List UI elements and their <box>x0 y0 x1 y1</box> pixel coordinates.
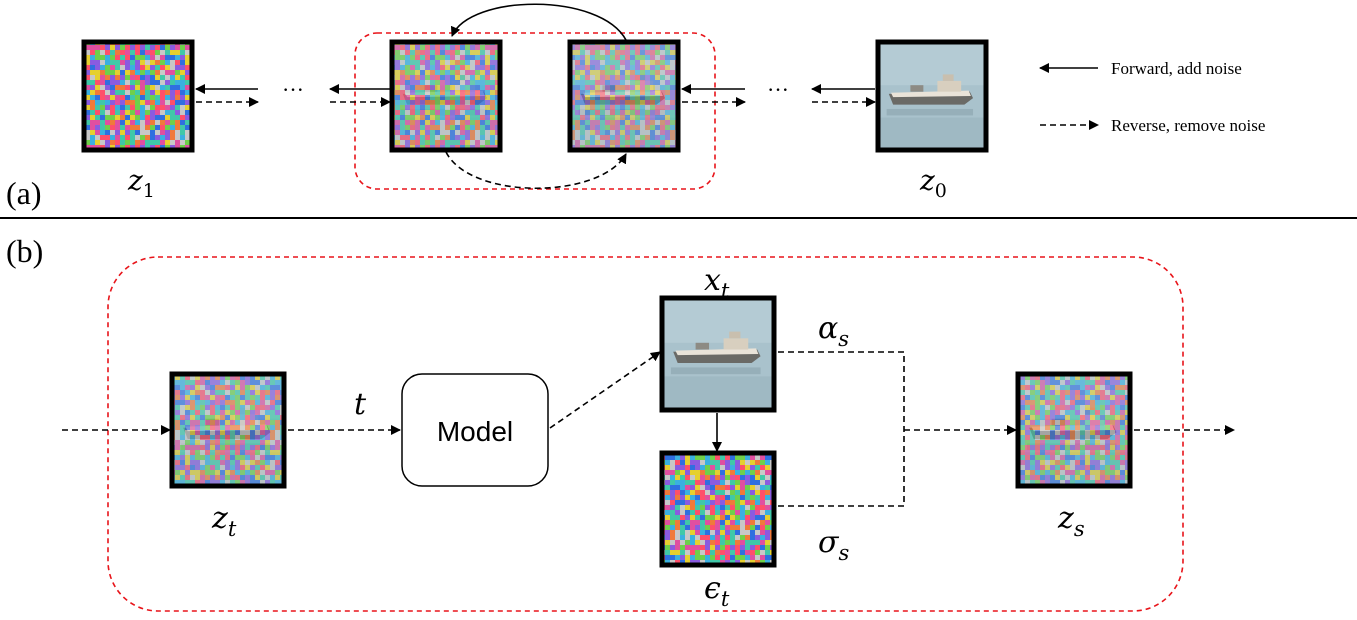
legend-reverse-label: Reverse, remove noise <box>1111 116 1265 135</box>
highlight-box-b <box>107 256 1184 612</box>
image-zt <box>169 371 287 489</box>
model-to-xt-arrow <box>549 351 661 429</box>
image-xt <box>659 295 777 413</box>
z0-label: z0 <box>919 164 947 202</box>
alpha-branch <box>778 351 905 430</box>
zt-label: zt <box>211 501 237 541</box>
t-label: t <box>354 387 367 422</box>
image-z0 <box>875 39 989 153</box>
ellipsis-left: ··· <box>282 77 304 102</box>
zs-label: zs <box>1057 501 1085 541</box>
image-noisy-1 <box>389 39 503 153</box>
panel-b: (b) Model <box>6 233 1235 612</box>
image-zs <box>1015 371 1133 489</box>
panel-b-label: (b) <box>6 233 43 269</box>
sigma-label: σs <box>818 525 849 565</box>
eps-label: ϵt <box>704 571 730 611</box>
image-noisy-2 <box>567 39 681 153</box>
xt-label: xt <box>704 263 730 303</box>
image-z1 <box>81 39 195 153</box>
forward-curve-arrow <box>450 3 627 41</box>
panel-a: ··· ··· z1 z0 (a) Forward, add noise Rev… <box>6 3 1265 211</box>
ellipsis-right: ··· <box>767 77 789 102</box>
model-box <box>401 373 549 487</box>
z1-label: z1 <box>127 164 155 202</box>
legend-forward-label: Forward, add noise <box>1111 59 1242 78</box>
image-eps <box>659 450 777 568</box>
panel-a-label: (a) <box>6 175 42 211</box>
legend: Forward, add noise Reverse, remove noise <box>1039 59 1265 135</box>
sigma-branch <box>778 430 905 507</box>
reverse-curve-arrow <box>445 151 627 190</box>
model-label: Model <box>437 416 513 447</box>
alpha-label: αs <box>818 311 849 351</box>
highlight-box-a <box>354 32 716 190</box>
